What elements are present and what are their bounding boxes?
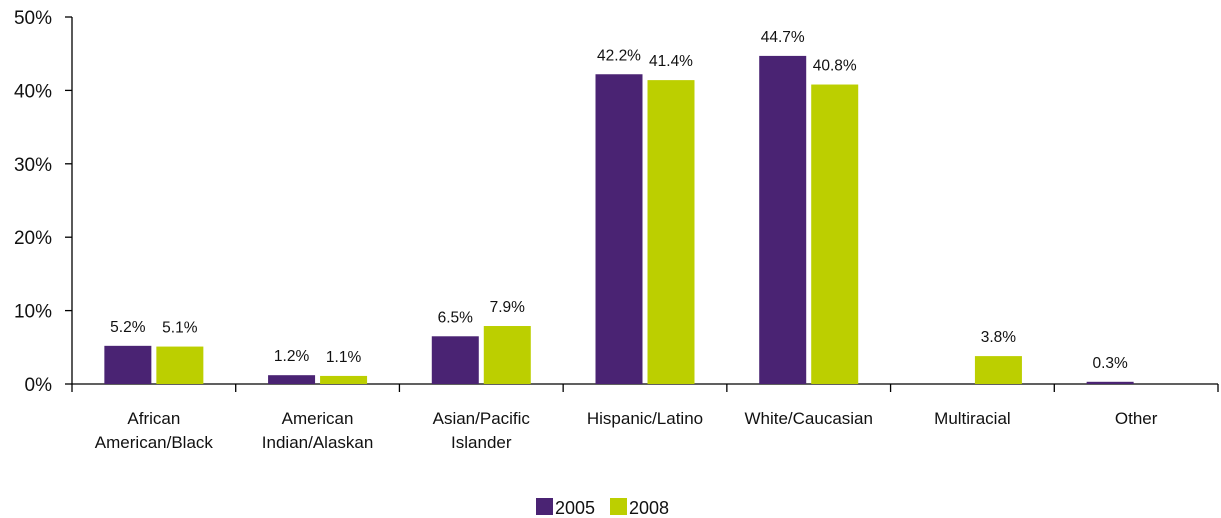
data-label-2005: 1.2%: [274, 348, 310, 365]
data-label-2008: 41.4%: [649, 53, 693, 70]
x-category-label: Asian/Pacific: [433, 409, 531, 428]
x-category-label: American: [282, 409, 354, 428]
data-label-2005: 0.3%: [1092, 355, 1128, 372]
bar-2008: [811, 84, 859, 384]
data-labels: 5.2% 5.1% 1.2% 1.1% 6.5% 7.9% 42.2% 41.4% 44.7% 4…: [110, 29, 1128, 372]
data-label-2008: 5.1%: [162, 320, 198, 337]
y-tick-label: 50%: [14, 8, 52, 29]
legend-label-2005: 2005: [555, 498, 595, 518]
bar-2005: [104, 345, 152, 384]
x-axis-labels: African American/Black American Indian/Alas…: [95, 409, 1158, 452]
bar-2005: [431, 336, 479, 384]
x-category-label: Indian/Alaskan: [262, 433, 374, 452]
data-label-2005: 42.2%: [597, 47, 641, 64]
data-label-2008: 7.9%: [490, 299, 526, 316]
bar-2008: [647, 80, 695, 385]
legend-swatch-2008: [610, 498, 627, 515]
bar-2005: [1086, 381, 1134, 384]
data-label-2005: 6.5%: [438, 309, 474, 326]
y-tick-label: 20%: [14, 228, 52, 249]
bar-2005: [595, 74, 643, 384]
x-category-label: African: [127, 409, 180, 428]
x-category-label: Hispanic/Latino: [587, 409, 703, 428]
bar-2008: [156, 346, 204, 384]
axes: 0% 10% 20% 30% 40% 50%: [14, 8, 1219, 396]
bar-2005: [759, 55, 807, 384]
data-label-2008: 40.8%: [813, 58, 857, 75]
y-tick-label: 0%: [25, 375, 53, 396]
data-label-2008: 3.8%: [981, 329, 1017, 346]
bar-2008: [974, 356, 1022, 384]
x-category-label: Other: [1115, 409, 1158, 428]
bar-2008: [320, 375, 368, 384]
y-tick-label: 40%: [14, 81, 52, 102]
x-category-label: American/Black: [95, 433, 214, 452]
x-category-label: White/Caucasian: [744, 409, 873, 428]
legend-label-2008: 2008: [629, 498, 669, 518]
y-tick-label: 30%: [14, 155, 52, 176]
bar-2005: [268, 375, 316, 384]
y-tick-label: 10%: [14, 302, 52, 323]
legend-swatch-2005: [536, 498, 553, 515]
x-category-label: Multiracial: [934, 409, 1011, 428]
x-category-label: Islander: [451, 433, 512, 452]
data-label-2008: 1.1%: [326, 349, 362, 366]
legend: 2005 2008: [536, 498, 669, 518]
bars: [104, 55, 1134, 385]
data-label-2005: 5.2%: [110, 319, 146, 336]
bar-2008: [483, 326, 531, 384]
data-label-2005: 44.7%: [761, 29, 805, 46]
